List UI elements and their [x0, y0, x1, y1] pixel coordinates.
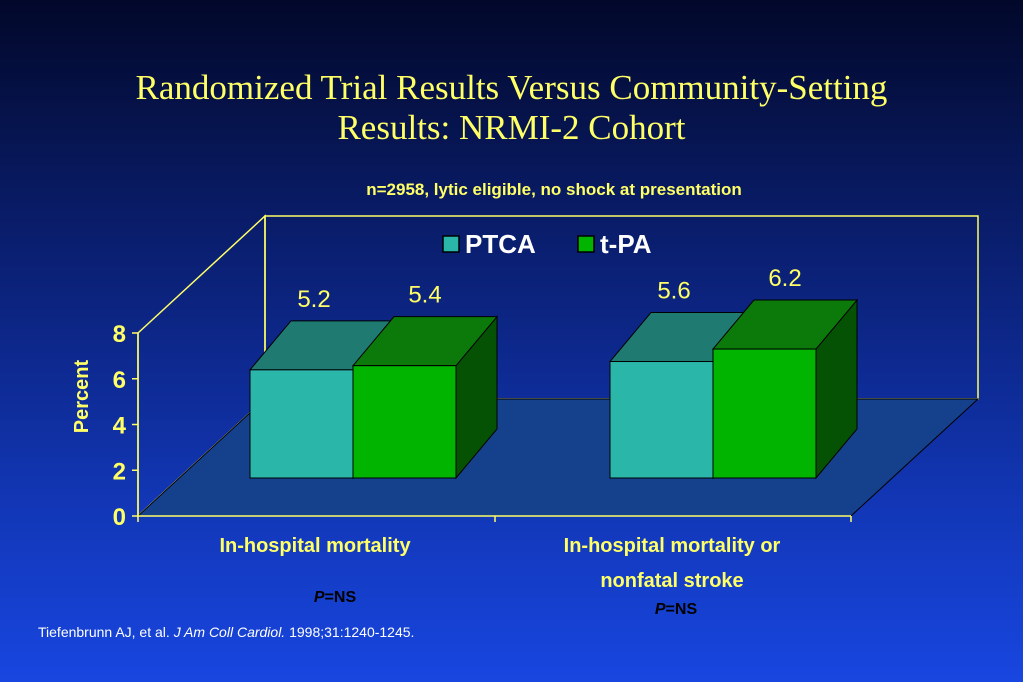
citation-authors: Tiefenbrunn AJ, et al.	[38, 624, 174, 640]
bar-tpa-2-value-label: 6.2	[768, 265, 801, 292]
legend-swatch-tpa	[577, 235, 595, 253]
y-tick-label: 6	[113, 367, 126, 394]
p-value-letter: P	[655, 601, 666, 618]
title-line-2: Results: NRMI-2 Cohort	[337, 108, 686, 147]
bar-ptca-2-front	[609, 361, 714, 479]
slide-title: Randomized Trial Results Versus Communit…	[40, 68, 983, 148]
y-tick-label: 2	[113, 458, 126, 485]
p-value-text: =NS	[325, 589, 357, 606]
x-category-label: In-hospital mortality or	[564, 535, 781, 557]
bar-ptca-2-value-label: 5.6	[657, 278, 690, 305]
y-tick-label: 0	[113, 504, 126, 531]
citation-details: 1998;31:1240-1245.	[285, 624, 415, 640]
y-tick-label: 8	[113, 321, 126, 348]
citation-journal: J Am Coll Cardiol.	[173, 624, 286, 640]
p-value-letter: P	[314, 589, 325, 606]
p-value-1: P=NS	[314, 589, 357, 606]
slide-subtitle: n=2958, lytic eligible, no shock at pres…	[366, 180, 742, 199]
bar-tpa-2-front	[712, 348, 817, 479]
bar-ptca-1-value-label: 5.2	[297, 286, 330, 313]
legend-label-ptca: PTCA	[465, 229, 536, 259]
y-axis-label: Percent	[71, 359, 93, 433]
p-value-text: =NS	[666, 601, 698, 618]
bar-tpa-1-value-label: 5.4	[408, 282, 441, 309]
title-line-1: Randomized Trial Results Versus Communit…	[135, 68, 888, 107]
x-category-label: In-hospital mortality	[219, 535, 411, 557]
legend-swatch-ptca	[442, 235, 460, 253]
citation: Tiefenbrunn AJ, et al. J Am Coll Cardiol…	[38, 624, 414, 640]
legend-label-tpa: t-PA	[600, 229, 652, 259]
bar-tpa-1-front	[352, 365, 457, 479]
p-value-2: P=NS	[655, 601, 698, 618]
y-tick-label: 4	[113, 413, 127, 440]
x-category-label: nonfatal stroke	[600, 570, 743, 592]
bar-ptca-1-front	[249, 369, 354, 479]
